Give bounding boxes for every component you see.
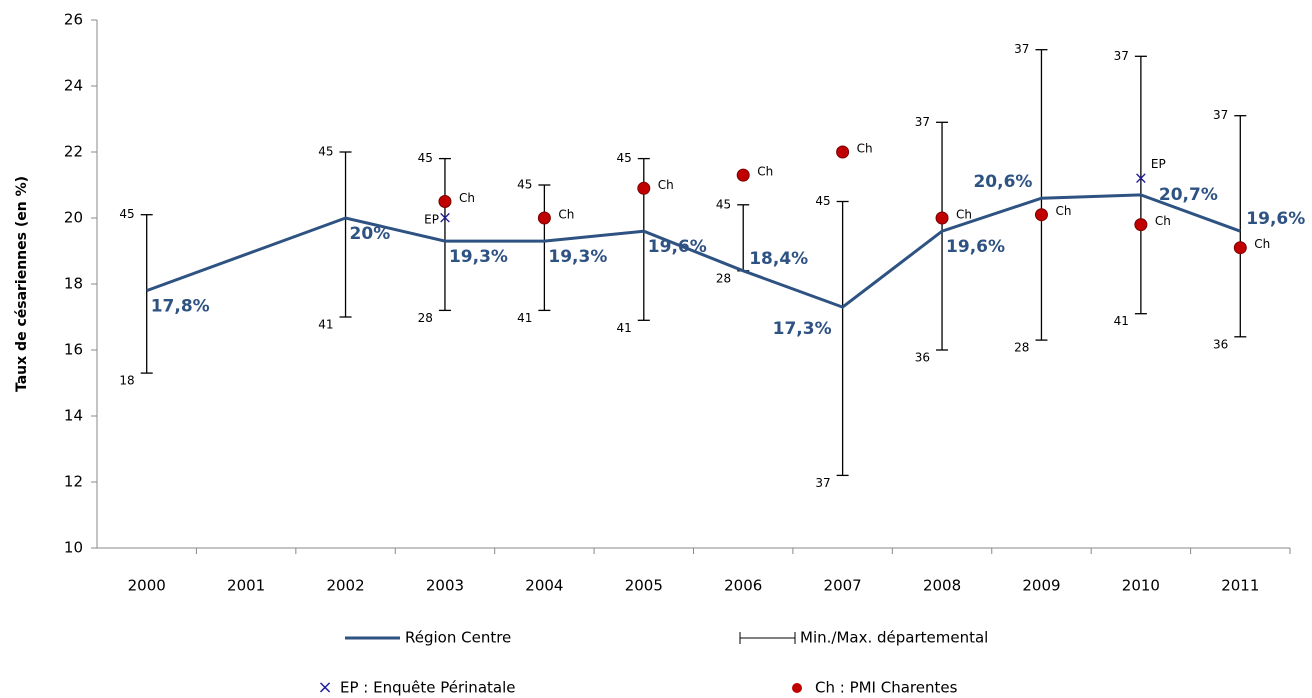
ch-marker: [537, 211, 551, 225]
y-tick-label: 18: [64, 275, 83, 293]
range-min-label: 28: [418, 311, 433, 325]
value-label: 17,8%: [151, 297, 210, 317]
x-tick-label: 2011: [1221, 577, 1259, 595]
ch-marker: [836, 145, 850, 159]
y-axis-title: Taux de césariennes (en %): [14, 176, 30, 392]
legend-label: Région Centre: [405, 629, 511, 647]
value-label: 19,3%: [449, 247, 508, 267]
y-tick-label: 10: [64, 539, 83, 557]
ep-marker: ×: [1134, 168, 1148, 188]
x-tick-label: 2004: [525, 577, 563, 595]
point-label: Ch: [1254, 237, 1270, 251]
range-min-label: 28: [1014, 341, 1029, 355]
value-label: 20,6%: [973, 172, 1032, 192]
x-tick-label: 2002: [326, 577, 364, 595]
range-min-label: 41: [617, 321, 632, 335]
legend-ep-marker: ×: [317, 677, 332, 698]
ch-marker: [1233, 241, 1247, 255]
ch-marker: [935, 211, 949, 225]
y-tick-label: 24: [64, 77, 83, 95]
x-tick-label: 2001: [227, 577, 265, 595]
range-min-label: 37: [815, 476, 830, 490]
ch-marker: [1034, 208, 1048, 222]
legend-label: Min./Max. départemental: [800, 629, 988, 647]
legend-label: EP : Enquête Périnatale: [340, 679, 515, 697]
value-label: 20,7%: [1159, 185, 1218, 205]
x-tick-label: 2000: [128, 577, 166, 595]
line-series: [146, 193, 1241, 309]
y-tick-label: 14: [64, 407, 83, 425]
legend-label: Ch : PMI Charentes: [815, 679, 958, 697]
range-max-label: 45: [418, 151, 433, 165]
x-tick-label: 2006: [724, 577, 762, 595]
range-min-label: 41: [517, 311, 532, 325]
point-label: Ch: [658, 178, 674, 192]
value-label: 17,3%: [773, 319, 832, 339]
range-min-label: 36: [915, 351, 930, 365]
y-tick-label: 26: [64, 11, 83, 29]
ch-marker: [1134, 218, 1148, 232]
value-label: 19,6%: [946, 237, 1005, 257]
range-max-label: 45: [119, 207, 134, 221]
point-label: Ch: [857, 142, 873, 156]
value-label: 20%: [350, 224, 391, 244]
x-tick-label: 2008: [923, 577, 961, 595]
y-tick-label: 22: [64, 143, 83, 161]
point-label: EP: [424, 213, 439, 227]
x-tick-label: 2003: [426, 577, 464, 595]
range-max-label: 45: [815, 194, 830, 208]
point-label: Ch: [956, 208, 972, 222]
range-min-label: 28: [716, 271, 731, 285]
y-tick-label: 16: [64, 341, 83, 359]
ep-marker: ×: [438, 208, 452, 228]
y-tick-label: 20: [64, 209, 83, 227]
value-label: 19,6%: [1246, 209, 1305, 229]
legend-ch-marker: [792, 683, 802, 693]
ch-marker: [637, 181, 651, 195]
value-label: 19,6%: [648, 237, 707, 257]
range-min-label: 18: [119, 374, 134, 388]
range-max-label: 37: [1213, 108, 1228, 122]
range-max-label: 37: [915, 115, 930, 129]
value-label: 18,4%: [749, 249, 808, 269]
x-tick-label: 2007: [824, 577, 862, 595]
point-label: Ch: [558, 208, 574, 222]
point-label: Ch: [459, 191, 475, 205]
point-label: Ch: [1055, 204, 1071, 218]
ch-marker: [438, 195, 452, 208]
range-max-label: 45: [517, 178, 532, 192]
range-max-label: 45: [716, 197, 731, 211]
range-max-label: 45: [617, 151, 632, 165]
range-max-label: 37: [1114, 49, 1129, 63]
value-label: 19,3%: [548, 247, 607, 267]
x-tick-label: 2009: [1022, 577, 1060, 595]
range-max-label: 45: [318, 145, 333, 159]
range-min-label: 36: [1213, 337, 1228, 351]
point-label: Ch: [1155, 214, 1171, 228]
range-max-label: 37: [1014, 42, 1029, 56]
range-min-label: 41: [1114, 314, 1129, 328]
y-tick-label: 12: [64, 473, 83, 491]
x-tick-label: 2005: [625, 577, 663, 595]
point-label: EP: [1151, 157, 1166, 171]
point-label: Ch: [757, 165, 773, 179]
x-tick-label: 2010: [1122, 577, 1160, 595]
ch-marker: [736, 168, 750, 182]
range-min-label: 41: [318, 318, 333, 332]
